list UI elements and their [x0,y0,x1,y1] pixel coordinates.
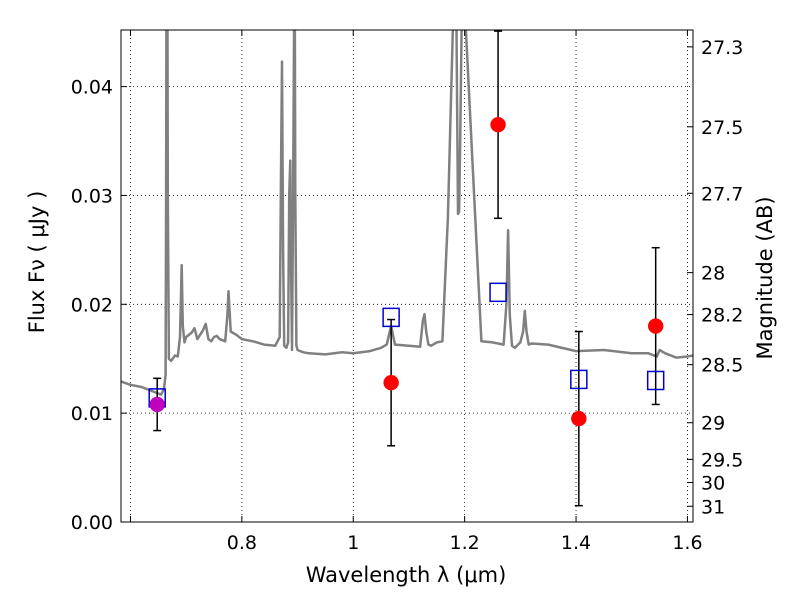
x-tick-label: 1.6 [672,532,702,554]
plot-frame [120,29,694,523]
y-axis-label: Flux Fν ( μJy ) [25,191,49,334]
mag-tick-label: 27.3 [701,37,743,59]
right-axis-label: Magnitude (AB) [753,196,777,359]
mag-tick-label: 27.5 [701,117,743,139]
optical-flux-point [149,396,165,413]
mag-tick-label: 30 [701,472,725,494]
observed-flux-point [490,116,506,133]
model-photometry-square [489,282,507,303]
observed-flux-point [383,374,399,391]
axes [120,29,694,523]
x-tick-label: 1.4 [561,532,591,554]
mag-tick-label: 28.5 [701,355,743,377]
y-tick-label: 0.02 [71,294,113,316]
x-axis-label: Wavelength λ (μm) [306,563,507,587]
observed-flux-point [647,318,664,334]
mag-tick-label: 27.7 [701,183,743,205]
y-tick-label: 0.04 [71,77,113,99]
model-sed-line [121,30,693,396]
mag-tick-label: 31 [701,496,725,518]
x-tick-label: 1 [347,532,359,554]
mag-tick-label: 29 [701,413,725,435]
model-photometry-square [646,370,665,391]
y-tick-label: 0.01 [71,403,113,425]
tick-labels: 0.8 1 1.2 1.4 1.6 0.00 0.01 0.02 0.03 0.04 27.3 27.… [71,37,744,554]
observed-flux-point [571,410,587,427]
mag-tick-label: 28.2 [701,305,743,327]
y-tick-label: 0.00 [71,512,113,534]
plot-area [121,30,693,507]
mag-tick-label: 29.5 [701,449,743,471]
grid-lines [121,30,693,523]
model-photometry-square [570,369,588,390]
x-tick-label: 0.8 [227,532,257,554]
y-tick-label: 0.03 [71,185,113,207]
mag-tick-label: 28 [701,263,725,285]
x-tick-label: 1.2 [450,532,480,554]
model-photometry-square [382,307,400,328]
